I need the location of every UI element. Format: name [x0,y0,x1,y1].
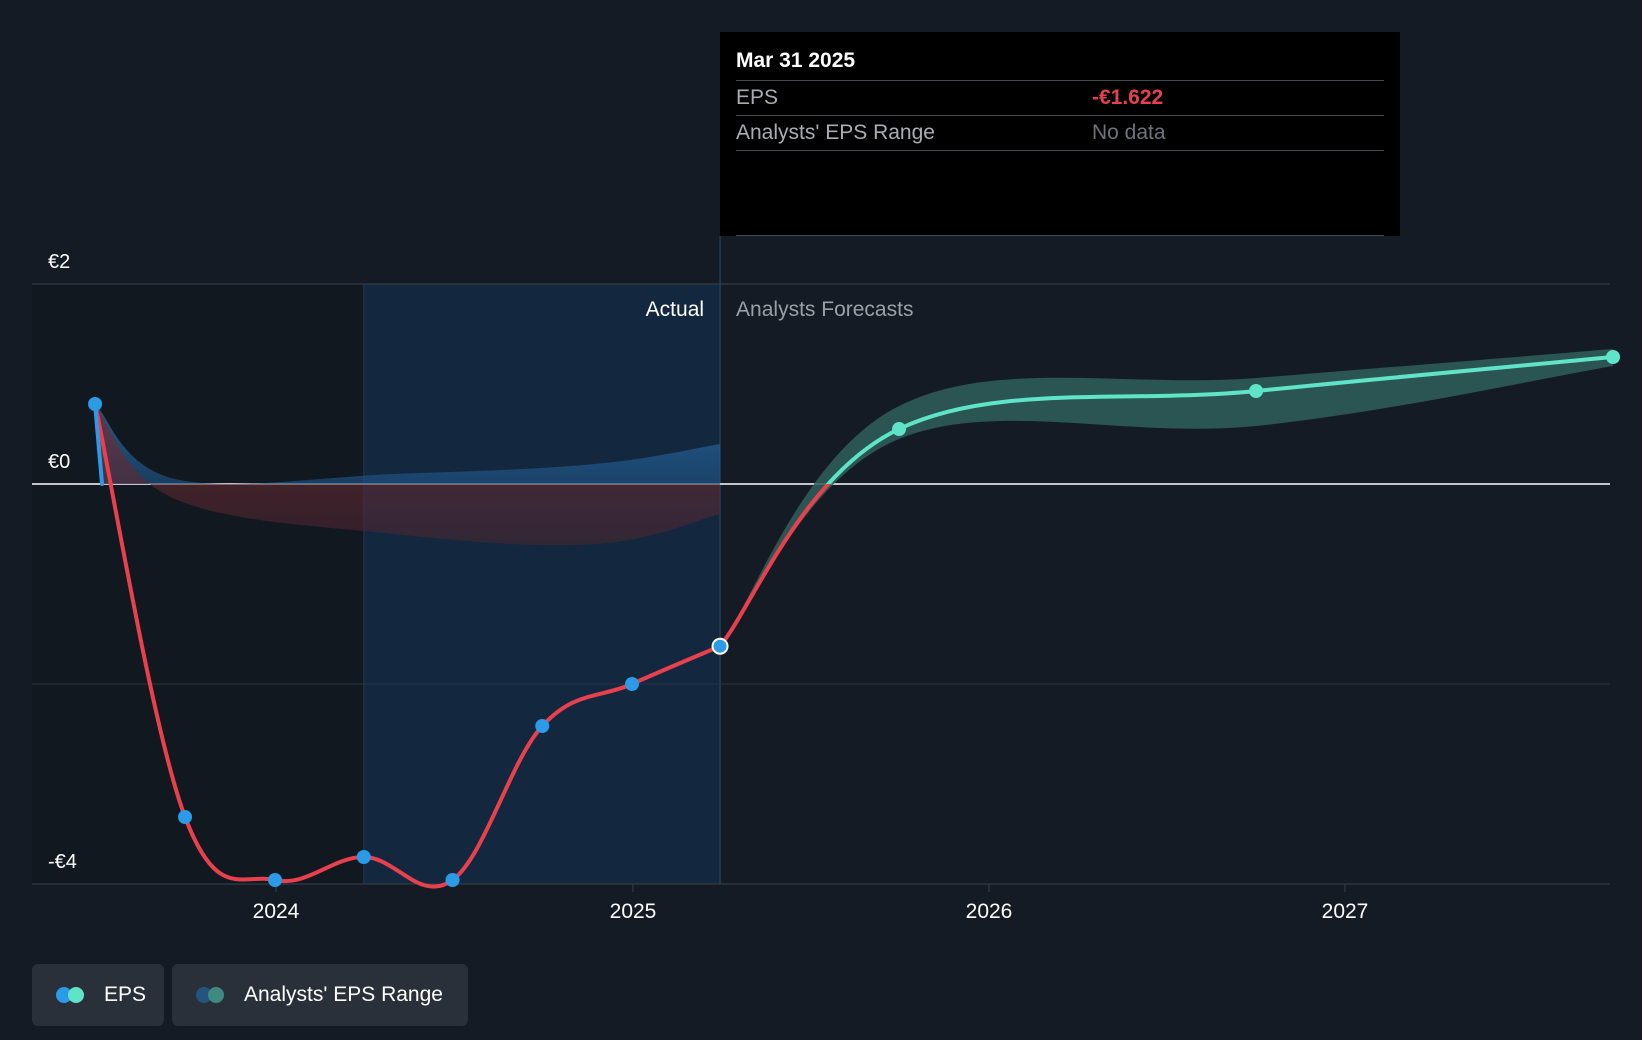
x-tick-label: 2027 [1322,900,1369,923]
tooltip-eps-value: -€1.622 [1092,86,1164,109]
legend-range-label: Analysts' EPS Range [244,983,443,1006]
tooltip-range-label: Analysts' EPS Range [736,121,935,144]
hist-band-positive [95,404,721,484]
x-tick-label: 2025 [610,900,657,923]
forecast-line-negative [718,484,831,648]
past-shade [32,284,364,884]
eps-legend-icon [56,987,86,1003]
legend-range-button[interactable]: Analysts' EPS Range [172,964,468,1026]
eps-point [88,397,103,411]
eps-point [535,719,550,733]
eps-line-positive [93,402,105,486]
y-tick-label: -€4 [48,851,77,873]
eps-point [268,873,283,887]
y-tick-label: €0 [48,451,70,473]
eps-line [93,402,723,889]
legend-eps-button[interactable]: EPS [32,964,164,1026]
actual-highlight [363,284,721,884]
eps-point [356,850,371,864]
legend-eps-label: EPS [104,983,147,1006]
hist-band-negative [95,404,721,546]
eps-point [625,677,640,691]
eps-point [445,873,460,887]
forecast-line-positive [825,355,1610,484]
forecast-point [1606,350,1621,364]
range-legend-icon [196,987,226,1003]
forecast-point [892,422,907,436]
x-tick-label: 2024 [253,900,300,923]
forecast-label: Analysts Forecasts [736,298,913,321]
tooltip-range-value: No data [1092,121,1166,144]
eps-point [711,637,729,655]
analyst-range-band [720,349,1614,647]
tooltip-spacer [736,151,1384,236]
tooltip-eps-row: EPS -€1.622 [736,81,1384,116]
y-tick-label: €2 [48,251,70,273]
x-tick-label: 2026 [966,900,1013,923]
tooltip: Mar 31 2025 EPS -€1.622 Analysts' EPS Ra… [720,32,1400,236]
forecast-point [1249,384,1264,398]
tooltip-eps-label: EPS [736,86,779,109]
tooltip-range-row: Analysts' EPS Range No data [736,116,1384,151]
eps-point [178,810,193,824]
actual-label: Actual [646,298,704,321]
tooltip-date: Mar 31 2025 [736,46,1384,81]
